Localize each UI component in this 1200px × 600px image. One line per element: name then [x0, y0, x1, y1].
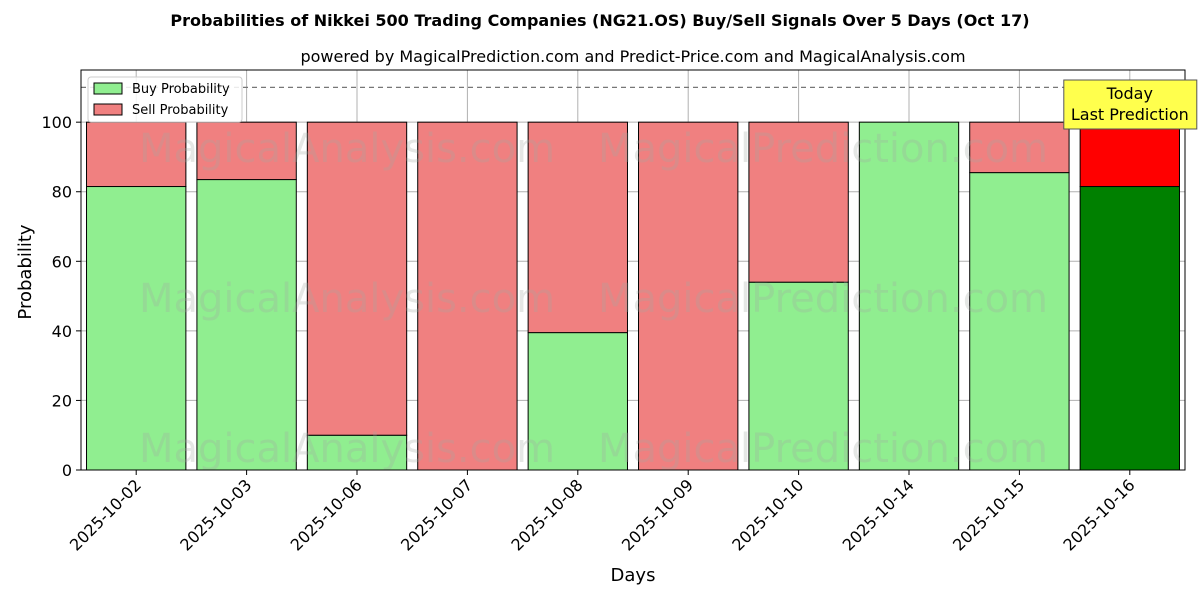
buy-bar: [969, 172, 1070, 471]
x-tick-label: 2025-10-10: [728, 475, 807, 554]
y-tick-label: 20: [52, 391, 72, 410]
annotation-text: Last Prediction: [1071, 105, 1189, 124]
legend-swatch: [93, 82, 123, 95]
y-axis-label: Probability: [15, 224, 36, 319]
watermark-text: MagicalAnalysis.com: [139, 126, 555, 172]
chart-subtitle: powered by MagicalPrediction.com and Pre…: [300, 47, 965, 66]
sell-bar: [196, 121, 297, 181]
buy-bar: [748, 281, 849, 471]
y-tick-label: 60: [52, 252, 72, 271]
buy-bar: [86, 186, 187, 471]
watermark-text: MagicalAnalysis.com: [139, 426, 555, 472]
y-tick-label: 40: [52, 322, 72, 341]
plot-area: MagicalAnalysis.com MagicalPrediction.com…: [41, 69, 1198, 555]
x-tick-label: 2025-10-02: [66, 475, 145, 554]
plot-frame: [80, 69, 1186, 471]
annotation-box: [1063, 79, 1198, 130]
y-tick-label: 100: [41, 113, 72, 132]
sell-bar: [969, 121, 1070, 174]
buy-bar: [306, 434, 408, 471]
legend-label: Sell Probability: [132, 103, 229, 118]
x-tick-label: 2025-10-16: [1059, 475, 1138, 554]
sell-bar: [306, 121, 408, 436]
legend-box: [87, 76, 243, 123]
x-tick-label: 2025-10-07: [397, 475, 476, 554]
watermark-text: MagicalPrediction.com: [598, 276, 1048, 322]
x-tick-label: 2025-10-14: [839, 475, 918, 554]
watermark-text: MagicalPrediction.com: [598, 426, 1048, 472]
sell-bar: [1079, 121, 1180, 188]
y-tick-label: 80: [52, 183, 72, 202]
y-tick-label: 0: [62, 461, 72, 480]
x-tick-label: 2025-10-06: [287, 475, 366, 554]
chart-title: Probabilities of Nikkei 500 Trading Comp…: [170, 11, 1029, 30]
x-tick-label: 2025-10-08: [507, 475, 586, 554]
x-tick-label: 2025-10-15: [949, 475, 1028, 554]
buy-bar: [1079, 186, 1180, 471]
watermark-text: MagicalAnalysis.com: [139, 276, 555, 322]
sell-bar: [527, 121, 628, 334]
sell-bar: [86, 121, 187, 188]
watermark-text: MagicalPrediction.com: [598, 126, 1048, 172]
sell-bar: [638, 121, 739, 471]
annotation-text: Today: [1106, 84, 1153, 103]
x-axis-label: Days: [611, 565, 656, 586]
legend-swatch: [93, 103, 123, 116]
x-tick-label: 2025-10-09: [618, 475, 697, 554]
x-tick-label: 2025-10-03: [176, 475, 255, 554]
buy-bar: [858, 121, 960, 471]
legend-label: Buy Probability: [132, 82, 230, 97]
sell-bar: [417, 121, 518, 471]
sell-bar: [748, 121, 849, 283]
